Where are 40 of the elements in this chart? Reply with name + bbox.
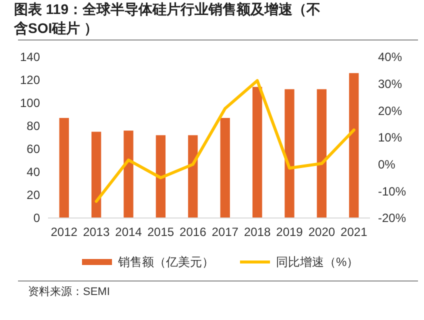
x-tick-label: 2020 — [308, 225, 336, 239]
bar — [316, 89, 327, 218]
x-tick-label: 2018 — [244, 225, 271, 239]
legend-label: 销售额（亿美元） — [117, 255, 214, 270]
y2-tick-label: -10% — [378, 184, 406, 198]
bar — [252, 86, 262, 218]
text: 资料来源：SEMI — [28, 285, 110, 298]
y2-tick-label: 0% — [378, 158, 396, 172]
bar — [284, 89, 294, 218]
y2-tick-label: 20% — [378, 104, 402, 118]
y2-tick-label: -20% — [378, 211, 406, 226]
x-tick-label: 2017 — [212, 225, 239, 239]
x-tick-label: 2014 — [115, 225, 142, 239]
chart-title: 图表 119：全球半导体硅片行业销售额及增速（不含SOI硅片 ） — [13, 1, 320, 36]
x-tick-label: 2019 — [276, 225, 304, 239]
y-tick-label: 20 — [26, 188, 40, 202]
legend-label: 同比增速（%） — [276, 255, 359, 270]
y-tick-label: 0 — [33, 211, 40, 226]
x-tick-label: 2012 — [50, 225, 78, 239]
bar — [220, 118, 230, 218]
x-tick-label: 2015 — [147, 225, 174, 239]
bar — [124, 130, 134, 218]
bar — [156, 135, 166, 218]
bar — [349, 73, 359, 218]
bar — [59, 118, 69, 218]
x-tick-label: 2013 — [82, 225, 110, 239]
y2-tick-label: 40% — [378, 50, 402, 64]
y-tick-label: 40 — [26, 165, 40, 180]
y-tick-label: 100 — [20, 96, 40, 110]
line-series — [94, 79, 356, 203]
y-tick-label: 140 — [20, 50, 40, 64]
y-tick-label: 60 — [26, 142, 40, 156]
y-tick-label: 120 — [20, 73, 40, 88]
y-tick-label: 80 — [26, 119, 40, 134]
y2-tick-label: 10% — [378, 130, 402, 145]
y2-tick-label: 30% — [378, 77, 402, 92]
bar — [91, 132, 102, 218]
x-tick-label: 2021 — [340, 225, 368, 239]
x-tick-label: 2016 — [180, 225, 207, 239]
bar — [188, 135, 198, 218]
